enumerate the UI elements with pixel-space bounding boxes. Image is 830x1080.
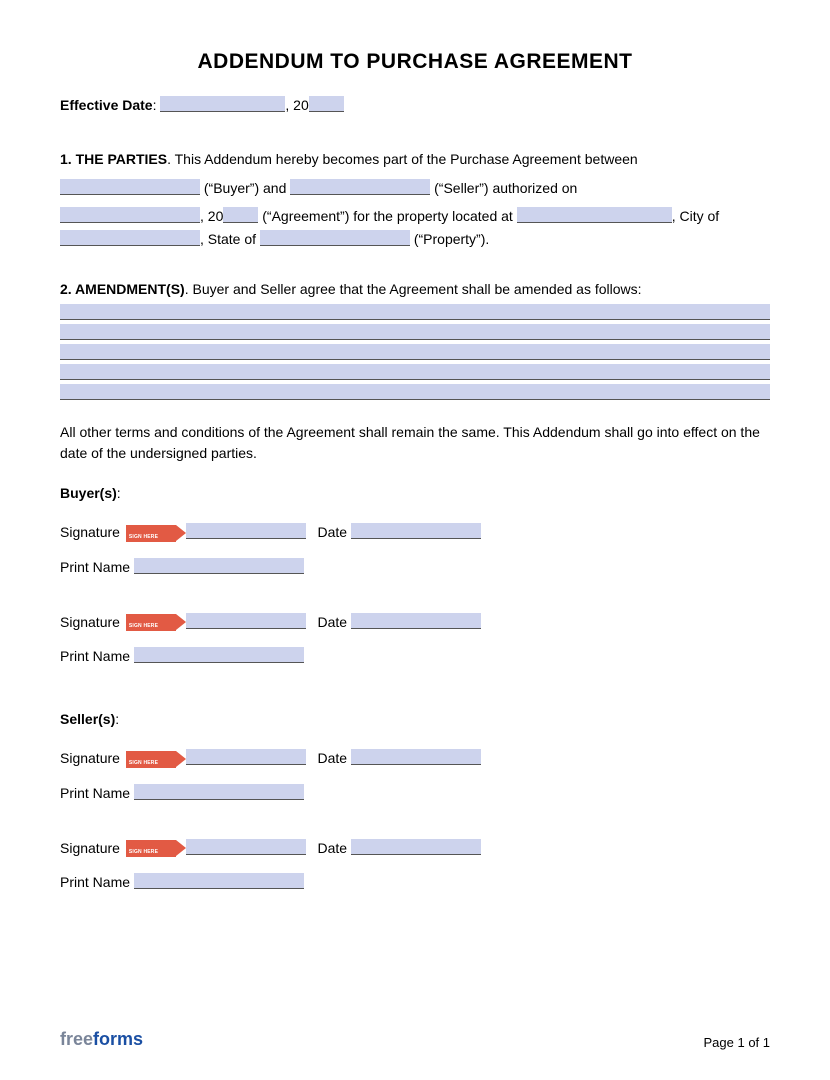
seller-name-field[interactable] bbox=[290, 179, 430, 195]
freeforms-logo: freeforms bbox=[60, 1029, 143, 1050]
print-name-field[interactable] bbox=[134, 873, 304, 889]
document-page: ADDENDUM TO PURCHASE AGREEMENT Effective… bbox=[0, 0, 830, 1080]
section-parties: 1. THE PARTIES. This Addendum hereby bec… bbox=[60, 148, 770, 250]
agreement-text: (“Agreement”) for the property located a… bbox=[258, 208, 516, 224]
print-name-label: Print Name bbox=[60, 648, 130, 664]
buyers-heading: Buyer(s) bbox=[60, 485, 117, 501]
effective-date-row: Effective Date: , 20 bbox=[60, 94, 770, 116]
sign-here-tag[interactable]: SIGN HERE bbox=[126, 525, 176, 542]
page-footer: freeforms Page 1 of 1 bbox=[60, 1029, 770, 1050]
sign-here-tag[interactable]: SIGN HERE bbox=[126, 840, 176, 857]
signature-label: Signature bbox=[60, 840, 120, 856]
print-name-label: Print Name bbox=[60, 785, 130, 801]
page-number: Page 1 of 1 bbox=[704, 1035, 771, 1050]
document-title: ADDENDUM TO PURCHASE AGREEMENT bbox=[60, 50, 770, 74]
date-sep: , 20 bbox=[200, 208, 223, 224]
print-name-field[interactable] bbox=[134, 558, 304, 574]
sign-here-tag[interactable]: SIGN HERE bbox=[126, 751, 176, 768]
amendment-line[interactable] bbox=[60, 324, 770, 340]
city-field[interactable] bbox=[60, 230, 200, 246]
section2-text: . Buyer and Seller agree that the Agreem… bbox=[185, 281, 642, 297]
amendment-line[interactable] bbox=[60, 344, 770, 360]
agreement-date-field[interactable] bbox=[60, 207, 200, 223]
signature-label: Signature bbox=[60, 614, 120, 630]
effective-date-year-field[interactable] bbox=[309, 96, 344, 112]
signature-field[interactable] bbox=[186, 523, 306, 539]
state-prefix: , State of bbox=[200, 231, 260, 247]
logo-forms: forms bbox=[93, 1029, 143, 1049]
buyer-sig-block-2: Signature SIGN HERE Date Print Name bbox=[60, 611, 770, 665]
agreement-year-field[interactable] bbox=[223, 207, 258, 223]
print-name-label: Print Name bbox=[60, 874, 130, 890]
date-field[interactable] bbox=[351, 613, 481, 629]
signature-label: Signature bbox=[60, 524, 120, 540]
property-address-field[interactable] bbox=[517, 207, 672, 223]
signature-field[interactable] bbox=[186, 613, 306, 629]
closing-paragraph: All other terms and conditions of the Ag… bbox=[60, 422, 770, 464]
date-label: Date bbox=[318, 614, 348, 630]
date-field[interactable] bbox=[351, 523, 481, 539]
date-label: Date bbox=[318, 840, 348, 856]
seller-sig-block-1: Signature SIGN HERE Date Print Name bbox=[60, 747, 770, 801]
effective-date-day-field[interactable] bbox=[160, 96, 285, 112]
print-name-field[interactable] bbox=[134, 784, 304, 800]
date-label: Date bbox=[318, 524, 348, 540]
buyer-name-field[interactable] bbox=[60, 179, 200, 195]
section2-heading: 2. AMENDMENT(S) bbox=[60, 281, 185, 297]
seller-label: (“Seller”) authorized on bbox=[430, 180, 577, 196]
amendment-line[interactable] bbox=[60, 304, 770, 320]
effective-date-label: Effective Date bbox=[60, 97, 153, 113]
amendment-line[interactable] bbox=[60, 364, 770, 380]
amendment-lines-container bbox=[60, 304, 770, 400]
seller-sig-block-2: Signature SIGN HERE Date Print Name bbox=[60, 837, 770, 891]
print-name-label: Print Name bbox=[60, 559, 130, 575]
section1-text-a: . This Addendum hereby becomes part of t… bbox=[167, 151, 638, 167]
buyer-label: (“Buyer”) and bbox=[200, 180, 290, 196]
section-amendments: 2. AMENDMENT(S). Buyer and Seller agree … bbox=[60, 278, 770, 400]
date-field[interactable] bbox=[351, 839, 481, 855]
amendment-line[interactable] bbox=[60, 384, 770, 400]
signature-field[interactable] bbox=[186, 749, 306, 765]
date-field[interactable] bbox=[351, 749, 481, 765]
signature-field[interactable] bbox=[186, 839, 306, 855]
logo-free: free bbox=[60, 1029, 93, 1049]
date-label: Date bbox=[318, 750, 348, 766]
sellers-heading: Seller(s) bbox=[60, 711, 115, 727]
city-prefix: , City of bbox=[672, 208, 719, 224]
property-label: (“Property”). bbox=[410, 231, 489, 247]
state-field[interactable] bbox=[260, 230, 410, 246]
section1-heading: 1. THE PARTIES bbox=[60, 151, 167, 167]
sign-here-tag[interactable]: SIGN HERE bbox=[126, 614, 176, 631]
colon: : bbox=[153, 97, 161, 113]
signature-label: Signature bbox=[60, 750, 120, 766]
buyer-sig-block-1: Signature SIGN HERE Date Print Name bbox=[60, 521, 770, 575]
date-separator: , 20 bbox=[285, 97, 308, 113]
print-name-field[interactable] bbox=[134, 647, 304, 663]
